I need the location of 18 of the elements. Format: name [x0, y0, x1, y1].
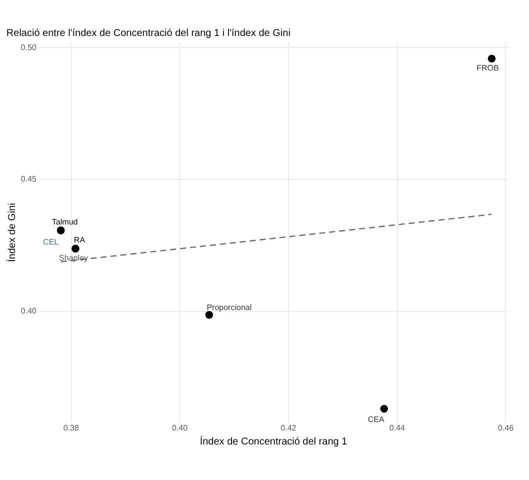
x-tick-label: 0.38 [63, 424, 80, 432]
x-tick-label: 0.46 [498, 424, 514, 432]
x-tick-label: 0.42 [280, 424, 297, 432]
annotation: Talmud [52, 217, 78, 226]
annotation: FROB [476, 64, 499, 73]
x-tick-label: 0.40 [172, 424, 188, 432]
annotation: Shapley [59, 254, 88, 263]
y-tick-label: 0.40 [20, 306, 38, 316]
x-axis-title: Índex de Concentració del rang 1 [200, 436, 348, 448]
chart-title: Relació entre l'índex de Concentració del rang 1 i l'índex de Gini [6, 28, 290, 39]
annotation: CEL [43, 237, 60, 246]
x-tick-label: 0.44 [389, 424, 406, 432]
annotation: Proporcional [206, 302, 252, 312]
y-tick-label: 0.50 [20, 42, 38, 52]
annotation: CEA [368, 414, 385, 424]
annotation: RA [74, 236, 86, 245]
y-axis-title: Índex de Gini [6, 203, 18, 262]
y-tick-label: 0.45 [20, 174, 38, 184]
